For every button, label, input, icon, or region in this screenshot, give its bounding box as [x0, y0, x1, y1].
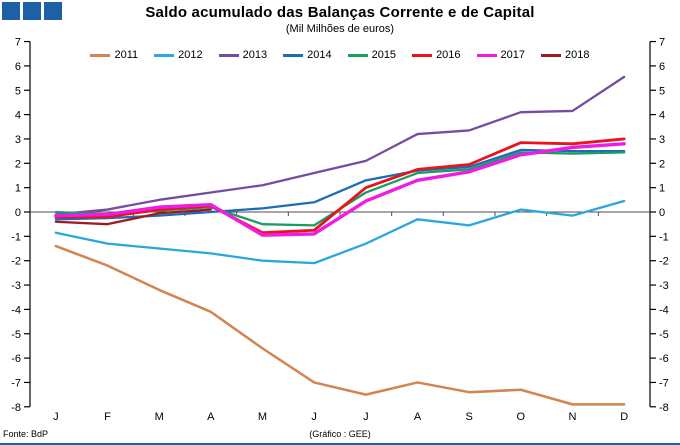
y-tick-label-left: -3 — [11, 280, 21, 292]
logo-square — [23, 2, 41, 20]
series-line-2011 — [54, 244, 626, 406]
x-axis-label: O — [517, 411, 526, 423]
legend-item-2012: 2012 — [154, 49, 203, 61]
x-axis-label: J — [53, 411, 59, 423]
legend-swatch — [283, 53, 304, 57]
bottom-rule — [0, 443, 680, 445]
x-axis-label: N — [569, 411, 577, 423]
y-tick-label-right: -4 — [659, 304, 669, 316]
legend-label: 2018 — [565, 49, 590, 61]
legend-swatch — [476, 53, 497, 57]
y-tick-label-left: 6 — [15, 61, 21, 73]
y-tick-label-left: -5 — [11, 329, 21, 341]
y-tick-label-right: -2 — [659, 256, 669, 268]
y-tick-label-left: -4 — [11, 304, 21, 316]
y-tick-label-left: -7 — [11, 377, 21, 389]
y-tick-label-right: 1 — [659, 183, 665, 195]
credit-note: (Gráfico : GEE) — [309, 429, 371, 439]
series-line-2017 — [54, 142, 626, 237]
y-tick-label-left: -2 — [11, 256, 21, 268]
legend-label: 2013 — [242, 49, 268, 61]
legend-item-2015: 2015 — [347, 49, 397, 61]
y-tick-label-right: -6 — [659, 353, 669, 365]
y-tick-label-right: -3 — [659, 280, 669, 292]
y-tick-label-right: -7 — [659, 377, 669, 389]
y-tick-label-right: -1 — [659, 231, 669, 243]
legend-swatch — [90, 53, 111, 57]
y-tick-label-left: 7 — [15, 37, 21, 49]
y-tick-label-right: 5 — [659, 85, 665, 97]
legend-item-2016: 2016 — [412, 49, 461, 61]
legend-label: 2011 — [114, 49, 139, 61]
series-line-2012 — [54, 199, 626, 265]
x-axis-label: M — [155, 411, 164, 423]
y-tick-label-left: -6 — [11, 353, 21, 365]
legend-item-2017: 2017 — [476, 49, 526, 61]
source-note: Fonte: BdP — [3, 429, 49, 439]
legend-item-2014: 2014 — [283, 49, 332, 61]
y-tick-label-left: 2 — [15, 158, 21, 170]
x-axis-label: A — [207, 411, 215, 423]
legend-item-2013: 2013 — [218, 49, 268, 61]
y-tick-label-right: 3 — [659, 134, 665, 146]
series-line-2016 — [54, 137, 626, 235]
chart-legend: 2011 2012 2013 2014 2015 2016 2017 2018 — [0, 49, 680, 61]
legend-label: 2012 — [178, 49, 203, 61]
legend-label: 2016 — [436, 49, 461, 61]
x-axis-label: M — [258, 411, 267, 423]
chart-title: Saldo acumulado das Balanças Corrente e … — [145, 4, 535, 21]
x-axis-label: D — [620, 411, 628, 423]
chart-subtitle: (Mil Milhões de euros) — [285, 23, 395, 35]
y-tick-label-left: 5 — [15, 85, 21, 97]
y-tick-label-left: 3 — [15, 134, 21, 146]
y-tick-label-right: 2 — [659, 158, 665, 170]
x-axis-label: F — [104, 411, 111, 423]
y-tick-label-left: -8 — [11, 402, 21, 414]
y-tick-label-right: -8 — [659, 402, 669, 414]
y-tick-label-right: 7 — [659, 37, 665, 49]
y-tick-label-left: 1 — [15, 183, 21, 195]
legend-swatch — [218, 53, 239, 57]
x-axis-label: A — [414, 411, 422, 423]
legend-label: 2017 — [500, 49, 526, 61]
logo-square — [44, 2, 62, 20]
series-line-2018 — [54, 208, 212, 226]
legend-swatch — [347, 53, 368, 57]
y-tick-label-left: -1 — [11, 231, 21, 243]
y-tick-label-right: 6 — [659, 61, 665, 73]
series-line-2013 — [54, 75, 626, 216]
y-tick-label-right: 4 — [659, 110, 665, 122]
legend-swatch — [412, 53, 433, 57]
legend-item-2011: 2011 — [90, 49, 138, 61]
legend-label: 2015 — [371, 49, 397, 61]
logo-square — [2, 2, 20, 20]
legend-swatch — [541, 53, 562, 57]
logo — [2, 2, 62, 20]
x-axis-label: J — [363, 411, 369, 423]
y-tick-label-left: 4 — [15, 110, 21, 122]
legend-label: 2014 — [307, 49, 332, 61]
legend-item-2018: 2018 — [541, 49, 590, 61]
legend-swatch — [154, 53, 175, 57]
y-tick-label-right: 0 — [659, 207, 665, 219]
x-axis-label: S — [465, 411, 472, 423]
x-axis-label: J — [311, 411, 317, 423]
y-tick-label-right: -5 — [659, 329, 669, 341]
y-tick-label-left: 0 — [15, 207, 21, 219]
